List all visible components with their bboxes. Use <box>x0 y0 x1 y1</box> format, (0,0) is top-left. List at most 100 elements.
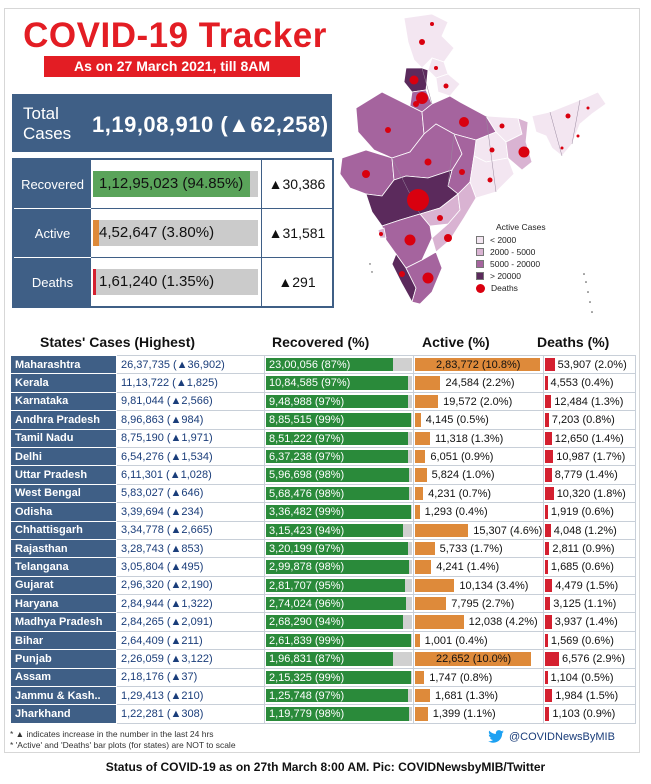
map-death-rajasthan <box>385 127 391 133</box>
legend-death-dot <box>476 283 485 293</box>
recovered-value: 2,61,839 (99%) <box>269 634 345 647</box>
recovered-bar <box>266 560 410 574</box>
active-bar <box>415 633 420 648</box>
active-value: 1,399 (1.1%) <box>432 708 496 721</box>
state-name: Rajasthan <box>10 538 117 559</box>
summary-bar-deaths <box>93 269 96 295</box>
deaths-bar <box>545 505 548 519</box>
deaths-bar <box>545 358 555 372</box>
state-name: Maharashtra <box>10 354 117 375</box>
deaths-bar <box>545 707 550 721</box>
map-death-west-bengal <box>518 146 530 158</box>
map-region-andhra-pradesh <box>431 181 477 253</box>
active-bar <box>415 578 455 593</box>
table-row: Chhattisgarh 3,34,778 (▲2,665) 3,15,423 (9… <box>10 520 636 540</box>
state-name: Chhattisgarh <box>10 520 117 540</box>
map-death-jharkhand <box>489 147 495 153</box>
map-region-north <box>403 13 455 69</box>
state-name: Bihar <box>10 630 117 651</box>
table-row: Maharashtra 26,37,735 (▲36,902) 23,00,056 … <box>10 354 636 375</box>
recovered-bar <box>266 707 410 721</box>
recovered-value: 2,15,325 (99%) <box>269 671 345 684</box>
recovered-value: 2,81,707 (95%) <box>269 579 345 592</box>
legend-label: 5000 - 20000 <box>490 259 541 269</box>
recovered-bar <box>266 468 410 482</box>
legend-item: Deaths <box>476 282 546 294</box>
states-table: Maharashtra 26,37,735 (▲36,902) 23,00,056 … <box>10 354 636 724</box>
map-death-andhra-pradesh <box>444 234 452 242</box>
active-bar <box>415 449 426 464</box>
deaths-value: 2,811 (0.9%) <box>552 542 615 555</box>
deaths-value: 4,553 (0.4%) <box>550 377 614 390</box>
state-cases: 2,84,265 (▲2,091) <box>116 612 265 632</box>
active-value: 15,307 (4.6%) <box>473 524 543 537</box>
active-bar <box>415 597 447 611</box>
deaths-value: 1,919 (0.6%) <box>550 506 614 519</box>
legend-swatch <box>476 248 484 256</box>
active-bar <box>415 468 427 482</box>
legend-label: 2000 - 5000 <box>490 247 536 257</box>
table-row: Assam 2,18,176 (▲37) 2,15,325 (99%) 1,747 (… <box>10 667 636 688</box>
active-bar <box>415 505 420 519</box>
legend-swatch <box>476 272 484 280</box>
deaths-bar <box>545 523 551 537</box>
state-cases: 11,13,722 (▲1,825) <box>116 373 265 393</box>
map-death-ne-3 <box>560 146 564 150</box>
deaths-bar <box>545 689 553 703</box>
recovered-bar <box>266 413 411 427</box>
legend-label: > 20000 <box>490 271 521 281</box>
india-active-cases-map <box>339 13 607 313</box>
deaths-bar <box>545 376 548 390</box>
state-name: Andhra Pradesh <box>10 410 117 430</box>
deaths-bar <box>545 597 551 611</box>
active-bar <box>415 652 531 666</box>
map-death-gujarat <box>362 170 370 178</box>
summary-label: Deaths <box>14 258 91 307</box>
deaths-value: 1,685 (0.6%) <box>550 561 614 574</box>
header-states: States' Cases (Highest) <box>40 334 196 350</box>
recovered-bar <box>266 670 411 685</box>
state-cases: 2,84,944 (▲1,322) <box>116 594 265 614</box>
deaths-value: 4,048 (1.2%) <box>553 524 617 537</box>
state-name: Delhi <box>10 446 117 467</box>
map-death-kerala <box>399 271 405 277</box>
twitter-credit: @COVIDNewsByMIB <box>488 730 615 743</box>
table-row: Madhya Pradesh 2,84,265 (▲2,091) 2,68,290 … <box>10 612 636 632</box>
recovered-value: 2,68,290 (94%) <box>269 616 345 629</box>
deaths-value: 3,125 (1.1%) <box>553 598 617 611</box>
state-name: Madhya Pradesh <box>10 612 117 632</box>
deaths-value: 1,984 (1.5%) <box>555 690 619 703</box>
total-cases-box: Total Cases 1,19,08,910 (▲62,258) <box>12 94 332 152</box>
map-death-jammu-kashmir <box>419 39 425 45</box>
map-legend: Active Cases < 2000 2000 - 5000 5000 - 2… <box>476 222 546 294</box>
table-row: Haryana 2,84,944 (▲1,322) 2,74,024 (96%) 7,… <box>10 594 636 614</box>
footnote: * 'Active' and 'Deaths' bar plots (for s… <box>10 740 236 750</box>
deaths-value: 1,569 (0.6%) <box>550 634 614 647</box>
recovered-bar <box>266 689 408 703</box>
footnote: * ▲ indicates increase in the number in … <box>10 729 214 739</box>
active-value: 24,584 (2.2%) <box>445 377 515 390</box>
deaths-bar <box>545 413 549 427</box>
table-row: Delhi 6,54,276 (▲1,534) 6,37,238 (97%) 6,05… <box>10 446 636 467</box>
total-cases-label: Total Cases <box>23 104 72 143</box>
active-bar <box>415 689 431 703</box>
active-value: 6,051 (0.9%) <box>430 450 494 463</box>
map-death-uttarakhand <box>443 83 449 89</box>
recovered-value: 8,51,222 (97%) <box>269 432 345 445</box>
map-death-assam <box>565 113 571 119</box>
table-row: Gujarat 2,96,320 (▲2,190) 2,81,707 (95%) 10… <box>10 575 636 596</box>
recovered-bar <box>266 578 405 593</box>
state-name: Telangana <box>10 557 117 577</box>
recovered-bar <box>266 449 408 464</box>
map-death-himachal <box>434 66 438 70</box>
summary-delta: ▲291 <box>278 274 316 290</box>
map-death-bihar <box>499 123 505 129</box>
deaths-value: 4,479 (1.5%) <box>555 579 619 592</box>
active-bar <box>415 707 428 721</box>
deaths-value: 1,103 (0.9%) <box>552 708 616 721</box>
recovered-value: 3,20,199 (97%) <box>269 542 345 555</box>
map-death-madhya-pradesh <box>424 158 432 166</box>
deaths-bar <box>545 468 552 482</box>
active-value: 10,134 (3.4%) <box>459 579 529 592</box>
state-cases: 9,81,044 (▲2,566) <box>116 391 265 412</box>
